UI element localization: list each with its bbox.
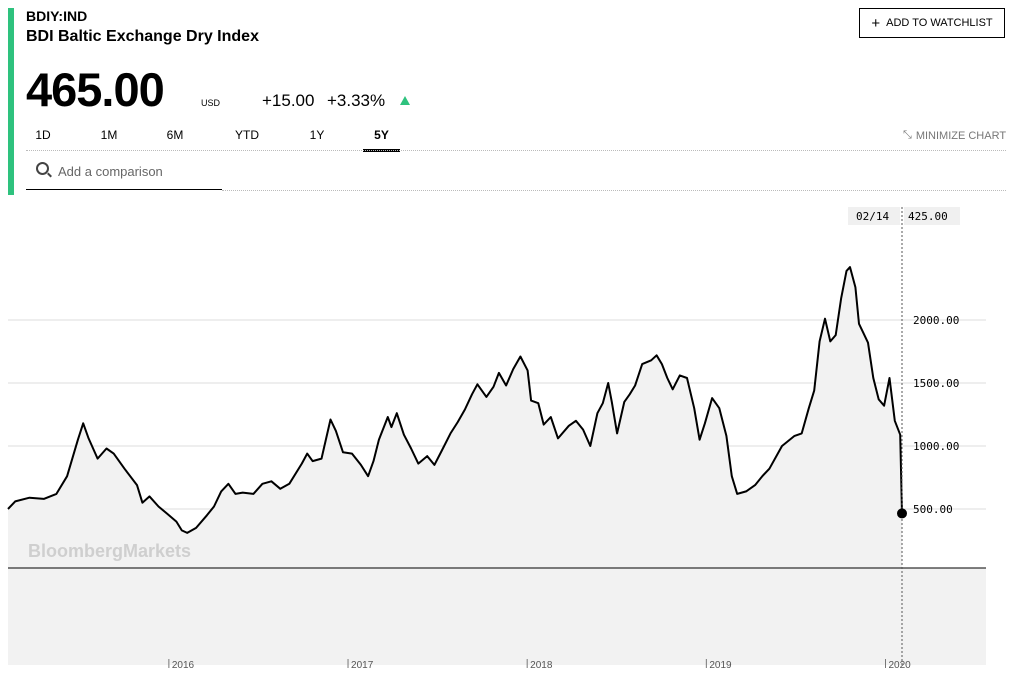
comparison-search [26,158,222,190]
tab-1y[interactable]: 1Y [309,128,325,142]
price-line [7,266,903,534]
crosshair-value: 425.00 [908,210,948,223]
up-arrow-icon [400,96,410,105]
divider [222,190,1006,191]
minimize-chart-button[interactable]: ⤡ MINIMIZE CHART [903,129,1006,142]
y-tick-label: 1500.00 [913,377,959,390]
tab-1d[interactable]: 1D [35,128,51,142]
x-axis: 2016 2017 2018 2019 2020 [168,659,912,671]
y-tick-label: 500.00 [913,503,953,516]
y-tick-label: 2000.00 [913,314,959,327]
x-tick-label: 2017 [351,660,374,671]
x-tick-label: 2016 [172,660,195,671]
crosshair-date-box [848,207,900,225]
crosshair-date: 02/14 [856,210,889,223]
search-icon [36,162,49,175]
plus-icon: + [871,14,881,32]
x-tick-label: 2018 [530,660,553,671]
currency-label: USD [201,98,221,108]
tab-6m[interactable]: 6M [166,128,184,142]
last-price-marker [897,508,907,519]
divider [26,150,1006,151]
price-change-percent: +3.33% [327,91,386,110]
comparison-search-input[interactable] [58,160,218,182]
tab-ytd[interactable]: YTD [235,128,259,142]
ticker-symbol: BDIY:IND [26,8,88,24]
tab-5y[interactable]: 5Y [363,127,400,152]
price-chart[interactable]: BloombergMarkets 02/14 425.00 2000.00 150… [0,195,1013,673]
minimize-label: MINIMIZE CHART [915,129,1007,142]
x-tick-label: 2020 [889,660,912,671]
security-name: BDI Baltic Exchange Dry Index [26,28,259,45]
add-to-watchlist-button[interactable]: + ADD TO WATCHLIST [859,8,1005,38]
lower-panel [8,568,986,665]
price-value: 465.00 [26,63,165,116]
minimize-icon: ⤡ [903,129,912,141]
y-axis: 2000.00 1500.00 1000.00 500.00 [913,314,959,516]
crosshair-value-box [904,207,960,225]
y-tick-label: 1000.00 [913,440,959,453]
price-area [8,267,902,568]
watchlist-label: ADD TO WATCHLIST [886,17,993,29]
price-change: +15.00 [262,91,315,110]
tab-1m[interactable]: 1M [100,128,118,142]
chart-watermark: BloombergMarkets [28,541,191,561]
x-tick-label: 2019 [709,660,732,671]
